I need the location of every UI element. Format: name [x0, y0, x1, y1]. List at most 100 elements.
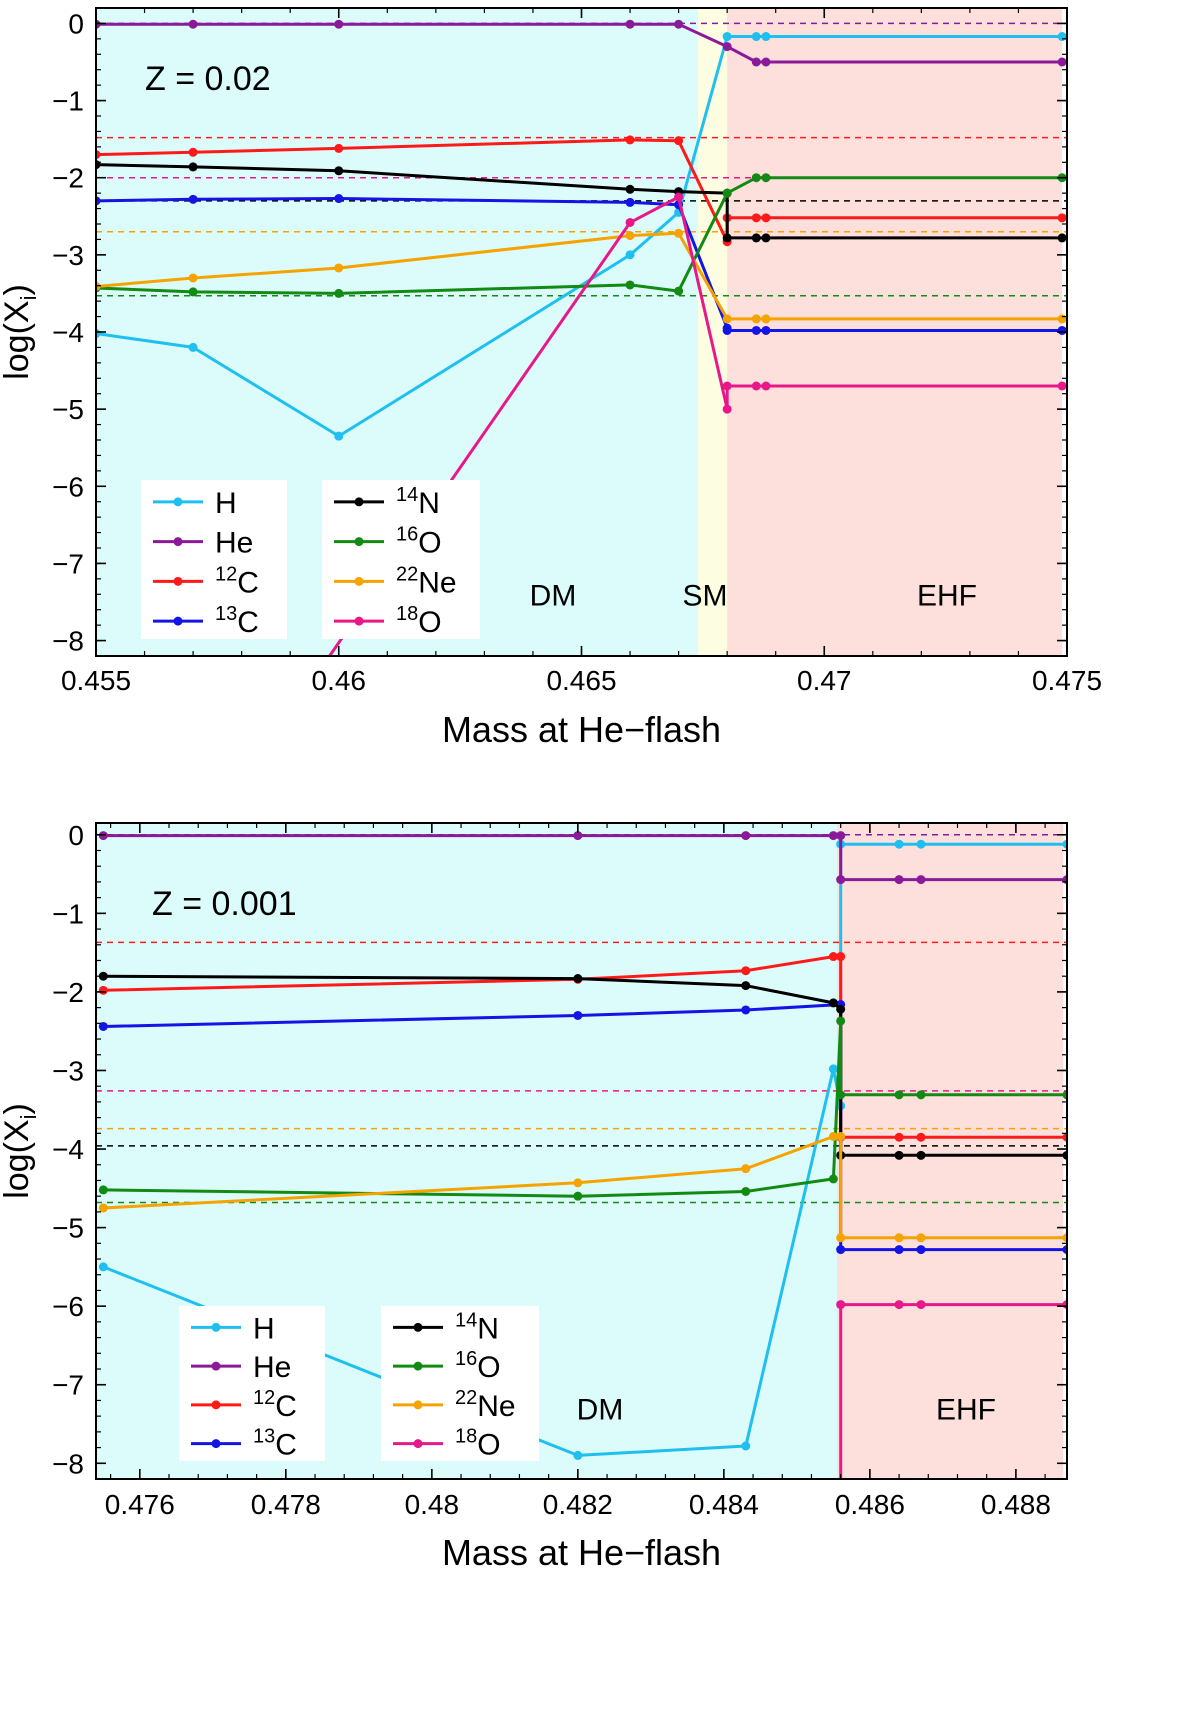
- data-point-22Ne: [894, 1233, 904, 1243]
- legend-label-14N: 14N: [396, 484, 440, 520]
- y-tick-label: −6: [52, 471, 84, 502]
- data-point-18O: [674, 192, 684, 202]
- data-point-16O: [836, 1016, 846, 1026]
- x-axis-label: Mass at He−flash: [442, 709, 721, 750]
- data-point-13C: [188, 194, 198, 204]
- data-point-22Ne: [334, 263, 344, 273]
- data-point-H: [334, 431, 344, 441]
- data-point-13C: [1057, 325, 1067, 335]
- data-point-18O: [836, 1300, 846, 1310]
- legend-label-16O: 16O: [455, 1348, 501, 1384]
- data-point-22Ne: [1057, 314, 1067, 324]
- data-point-13C: [761, 325, 771, 335]
- data-point-He: [1057, 57, 1067, 67]
- data-point-14N: [334, 166, 344, 176]
- y-tick-label: −7: [52, 1370, 84, 1401]
- y-axis-label: log(Xi): [0, 1103, 41, 1199]
- data-point-18O: [761, 381, 771, 391]
- data-point-13C: [836, 1245, 846, 1255]
- legend-isotope-mass: 16: [396, 524, 418, 546]
- data-point-He: [836, 875, 846, 885]
- data-point-22Ne: [916, 1233, 926, 1243]
- region-label-sm: SM: [683, 579, 728, 612]
- data-point-12C: [1057, 213, 1067, 223]
- legend-isotope-element: N: [418, 487, 440, 520]
- data-point-13C: [751, 325, 761, 335]
- data-point-12C: [894, 1132, 904, 1142]
- data-point-H: [188, 342, 198, 352]
- legend-box: [141, 480, 287, 639]
- legend-box: [322, 480, 480, 639]
- legend-label-H: H: [215, 487, 237, 520]
- data-point-22Ne: [625, 231, 635, 241]
- y-tick-label: −8: [52, 626, 84, 657]
- legend-isotope-mass: 14: [455, 1309, 477, 1331]
- legend-label-22Ne: 22Ne: [455, 1387, 516, 1423]
- y-axis-label-main: log(X: [0, 300, 36, 379]
- legend-marker-13C: [211, 1439, 221, 1449]
- data-point-14N: [98, 971, 108, 981]
- legend-box: [179, 1306, 325, 1461]
- data-point-18O: [1057, 381, 1067, 391]
- y-axis-label-sub: i: [16, 296, 41, 301]
- data-point-12C: [751, 213, 761, 223]
- data-point-16O: [188, 287, 198, 297]
- data-point-16O: [722, 188, 732, 198]
- region-label-dm: DM: [577, 1393, 624, 1426]
- metallicity-label: Z = 0.02: [145, 60, 271, 98]
- data-point-18O: [722, 381, 732, 391]
- data-point-16O: [894, 1090, 904, 1100]
- y-tick-label: −7: [52, 548, 84, 579]
- y-axis-label-close: ): [0, 1103, 36, 1114]
- y-tick-label: −2: [52, 163, 84, 194]
- legend-isotope-mass: 22: [396, 563, 418, 585]
- data-point-H: [98, 1262, 108, 1272]
- legend-isotope-element: O: [418, 527, 441, 560]
- legend-label-13C: 13C: [253, 1426, 297, 1462]
- data-point-He: [188, 19, 198, 29]
- y-axis-label-main: log(X: [0, 1119, 36, 1198]
- data-point-14N: [894, 1150, 904, 1160]
- data-point-14N: [573, 974, 583, 984]
- data-point-18O: [916, 1300, 926, 1310]
- data-point-12C: [1062, 1132, 1067, 1142]
- data-point-13C: [334, 194, 344, 204]
- region-label-dm: DM: [530, 579, 577, 612]
- legend-isotope-mass: 12: [253, 1387, 275, 1409]
- data-point-22Ne: [674, 228, 684, 238]
- x-tick-label: 0.488: [981, 1489, 1051, 1520]
- data-point-16O: [674, 286, 684, 296]
- data-point-22Ne: [761, 314, 771, 324]
- data-point-13C: [98, 1021, 108, 1031]
- legend-marker-H: [173, 497, 183, 507]
- y-tick-label: −4: [52, 1134, 84, 1165]
- legend-marker-H: [211, 1322, 221, 1332]
- y-tick-label: −3: [52, 240, 84, 271]
- data-point-16O: [573, 1191, 583, 1201]
- data-point-18O: [751, 381, 761, 391]
- legend-label-13C: 13C: [215, 603, 259, 639]
- legend-label-He: He: [253, 1351, 291, 1384]
- legend-isotope-mass: 13: [215, 603, 237, 625]
- data-point-He: [751, 57, 761, 67]
- data-point-H: [573, 1450, 583, 1460]
- data-point-12C: [916, 1132, 926, 1142]
- data-point-14N: [1057, 233, 1067, 243]
- legend-isotope-element: C: [237, 566, 259, 599]
- data-point-He: [894, 875, 904, 885]
- y-tick-label: 0: [68, 820, 84, 851]
- data-point-22Ne: [751, 314, 761, 324]
- data-point-12C: [96, 150, 101, 160]
- legend-label-18O: 18O: [455, 1426, 501, 1462]
- data-point-H: [1057, 32, 1067, 42]
- y-tick-label: −4: [52, 317, 84, 348]
- y-tick-label: −1: [52, 86, 84, 117]
- data-point-13C: [1062, 1245, 1067, 1255]
- legend-marker-22Ne: [413, 1400, 423, 1410]
- legend-label-H: H: [253, 1312, 275, 1345]
- data-point-H: [894, 839, 904, 849]
- data-point-13C: [573, 1010, 583, 1020]
- data-point-14N: [916, 1150, 926, 1160]
